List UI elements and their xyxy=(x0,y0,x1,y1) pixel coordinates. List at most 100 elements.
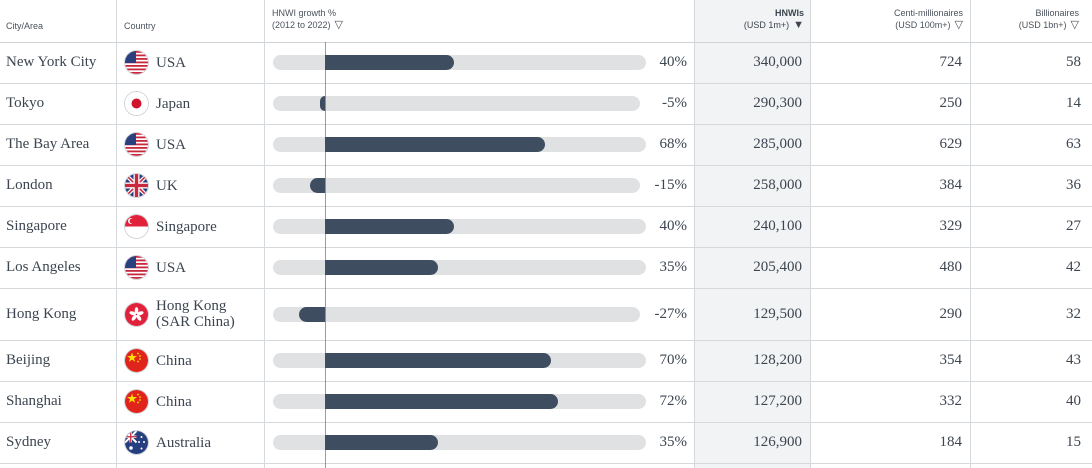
growth-label: -27% xyxy=(654,305,688,322)
billionaires-header[interactable]: Billionaires (USD 1bn+) ▽ xyxy=(975,7,1079,31)
growth-bar xyxy=(325,55,455,70)
growth-bar-track xyxy=(273,178,640,193)
growth-bar xyxy=(325,435,439,450)
billionaires-cell: 43 xyxy=(1066,352,1081,368)
growth-label: 70% xyxy=(659,352,688,368)
billionaires-cell: 63 xyxy=(1066,136,1081,152)
table-row: London UK -15% 258,000 384 36 xyxy=(0,165,1092,207)
centi-millionaires-cell: 250 xyxy=(939,95,963,111)
country-name-line: Australia xyxy=(156,434,211,451)
hnwi-cell: 129,500 xyxy=(753,305,802,322)
billionaires-cell: 32 xyxy=(1066,305,1081,322)
country-name-line: Hong Kong xyxy=(156,298,227,314)
city-header[interactable]: City/Area xyxy=(6,21,44,31)
hnwi-cell: 240,100 xyxy=(753,218,802,234)
usa-flag-icon xyxy=(125,256,148,279)
growth-label: 72% xyxy=(659,393,688,409)
singapore-flag-icon xyxy=(125,215,148,238)
growth-label: 35% xyxy=(659,434,688,450)
australia-flag-icon xyxy=(125,431,148,454)
centi-millionaires-cell: 384 xyxy=(939,177,963,193)
billionaires-cell: 36 xyxy=(1066,177,1081,193)
table-row: New York City USA 40% 340,000 724 58 xyxy=(0,42,1092,84)
city-cell: Los Angeles xyxy=(6,259,81,275)
country-header[interactable]: Country xyxy=(124,21,156,31)
country-cell: UK xyxy=(125,165,178,206)
centi-millionaires-cell: 332 xyxy=(939,393,963,409)
billionaires-header-line2: (USD 1bn+) ▽ xyxy=(1018,19,1079,31)
country-cell: USA xyxy=(125,247,186,288)
growth-label: -15% xyxy=(654,177,688,193)
country-name-line: UK xyxy=(156,177,178,194)
sort-active-icon: ▼ xyxy=(793,19,804,31)
growth-bar xyxy=(320,96,325,111)
country-name: Australia xyxy=(156,435,211,451)
sort-triangle-icon: ▽ xyxy=(954,19,963,31)
growth-bar xyxy=(310,178,325,193)
hnwi-header-line1: HNWIs xyxy=(775,8,804,18)
table-row: Los Angeles USA 35% 205,400 480 42 xyxy=(0,247,1092,289)
centi-millionaires-cell: 480 xyxy=(939,259,963,275)
hnwi-header-line2: (USD 1m+) ▼ xyxy=(743,19,804,31)
hnwi-header[interactable]: HNWIs (USD 1m+) ▼ xyxy=(700,7,804,31)
country-name: Hong Kong (SAR China) xyxy=(156,298,235,330)
growth-bar xyxy=(325,219,455,234)
hnwi-cell: 340,000 xyxy=(753,54,802,70)
growth-bar xyxy=(325,137,545,152)
growth-bar xyxy=(325,260,439,275)
country-cell: Hong Kong (SAR China) xyxy=(125,288,235,340)
country-name: USA xyxy=(156,137,186,153)
country-name: Singapore xyxy=(156,219,217,235)
country-name-line: USA xyxy=(156,136,187,153)
billionaires-header-line1: Billionaires xyxy=(1035,8,1079,18)
column-divider xyxy=(970,0,971,468)
city-cell: Shanghai xyxy=(6,393,62,409)
growth-header-line1: HNWI growth % xyxy=(272,8,337,18)
table-row: Sydney Australia 35% 126,900 184 15 xyxy=(0,422,1092,464)
usa-flag-icon xyxy=(125,51,148,74)
country-name: China xyxy=(156,394,192,410)
country-name-line: USA xyxy=(156,259,187,276)
billionaires-cell: 58 xyxy=(1066,54,1081,70)
table-row: The Bay Area USA 68% 285,000 629 63 xyxy=(0,124,1092,166)
china-flag-icon xyxy=(125,349,148,372)
country-cell: Japan xyxy=(125,83,190,124)
table-header: City/Area Country HNWI growth % (2012 to… xyxy=(0,0,1092,43)
country-cell: China xyxy=(125,381,192,422)
centi-header-line2: (USD 100m+) ▽ xyxy=(895,19,963,31)
city-cell: Sydney xyxy=(6,434,51,450)
growth-bar-track xyxy=(273,96,640,111)
country-name-line: China xyxy=(156,352,192,369)
city-cell: Beijing xyxy=(6,352,51,368)
column-divider xyxy=(264,0,265,468)
column-divider xyxy=(810,0,811,468)
table-row: Hong Kong Hong Kong (SAR China) -27% 129,500… xyxy=(0,288,1092,341)
country-name: USA xyxy=(156,260,186,276)
china-flag-icon xyxy=(125,390,148,413)
growth-label: 40% xyxy=(659,54,688,70)
hnwi-cell: 205,400 xyxy=(753,259,802,275)
japan-flag-icon xyxy=(125,92,148,115)
centi-header[interactable]: Centi-millionaires (USD 100m+) ▽ xyxy=(815,7,963,31)
city-cell: The Bay Area xyxy=(6,136,90,152)
country-name-line: (SAR China) xyxy=(156,314,235,330)
centi-millionaires-cell: 184 xyxy=(939,434,963,450)
country-name: USA xyxy=(156,55,186,71)
growth-header[interactable]: HNWI growth % (2012 to 2022) ▽ xyxy=(272,7,343,31)
growth-bar xyxy=(325,394,558,409)
city-cell: Hong Kong xyxy=(6,305,77,322)
billionaires-cell: 15 xyxy=(1066,434,1081,450)
billionaires-cell: 40 xyxy=(1066,393,1081,409)
country-name-line: Singapore xyxy=(156,218,217,235)
city-cell: Tokyo xyxy=(6,95,45,111)
growth-label: -5% xyxy=(662,95,687,111)
growth-label: 35% xyxy=(659,259,688,275)
centi-millionaires-cell: 290 xyxy=(939,305,963,322)
country-cell: USA xyxy=(125,124,186,165)
hnwi-cell: 285,000 xyxy=(753,136,802,152)
country-name: UK xyxy=(156,178,178,194)
country-cell: USA xyxy=(125,42,186,83)
city-cell: London xyxy=(6,177,53,193)
hong-kong-flag-icon xyxy=(125,303,148,326)
country-name-line: China xyxy=(156,393,192,410)
